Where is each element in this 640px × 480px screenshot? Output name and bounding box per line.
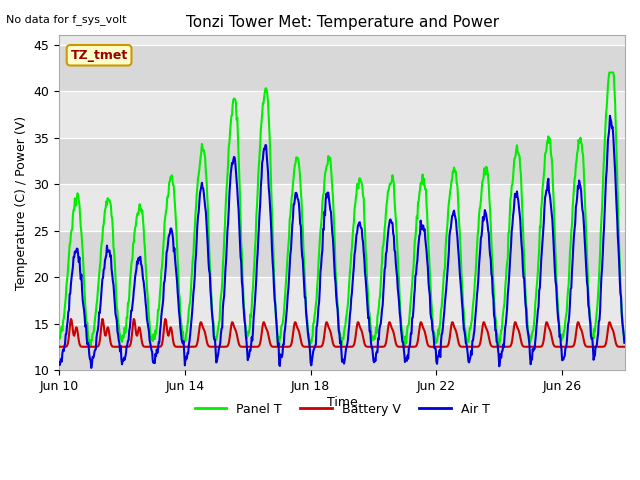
Panel T (513, 147, 520, 153)
Air T (292, 190, 300, 196)
Air T (376, 323, 384, 328)
Battery V (621, 344, 628, 349)
Panel T (605, 70, 613, 75)
Battery V (189, 344, 197, 349)
Air T (621, 340, 628, 346)
Line: Air T: Air T (59, 116, 625, 368)
Air T (189, 300, 196, 306)
X-axis label: Time: Time (326, 396, 358, 408)
Air T (606, 113, 614, 119)
Air T (76, 254, 83, 260)
Air T (55, 360, 63, 365)
Panel T (376, 297, 383, 302)
Legend: Panel T, Battery V, Air T: Panel T, Battery V, Air T (190, 397, 494, 420)
Line: Battery V: Battery V (59, 319, 625, 347)
Panel T (188, 267, 196, 273)
Bar (59, 184, 625, 230)
Bar (59, 277, 625, 324)
Panel T (55, 334, 63, 339)
Battery V (513, 324, 521, 329)
Bar (59, 91, 625, 138)
Text: No data for f_sys_volt: No data for f_sys_volt (6, 14, 127, 25)
Panel T (261, 89, 269, 95)
Air T (262, 142, 269, 148)
Air T (88, 365, 95, 371)
Bar (59, 324, 625, 370)
Panel T (401, 345, 409, 350)
Panel T (76, 202, 83, 208)
Battery V (55, 344, 63, 349)
Title: Tonzi Tower Met: Temperature and Power: Tonzi Tower Met: Temperature and Power (186, 15, 499, 30)
Battery V (76, 343, 84, 348)
Air T (513, 194, 520, 200)
Battery V (67, 316, 75, 322)
Bar (59, 45, 625, 91)
Battery V (86, 344, 94, 349)
Battery V (262, 325, 270, 331)
Panel T (621, 335, 628, 341)
Bar (59, 138, 625, 184)
Panel T (291, 162, 299, 168)
Y-axis label: Temperature (C) / Power (V): Temperature (C) / Power (V) (15, 116, 28, 290)
Battery V (292, 322, 300, 327)
Battery V (377, 344, 385, 349)
Line: Panel T: Panel T (59, 72, 625, 348)
Text: TZ_tmet: TZ_tmet (70, 49, 128, 62)
Bar (59, 230, 625, 277)
